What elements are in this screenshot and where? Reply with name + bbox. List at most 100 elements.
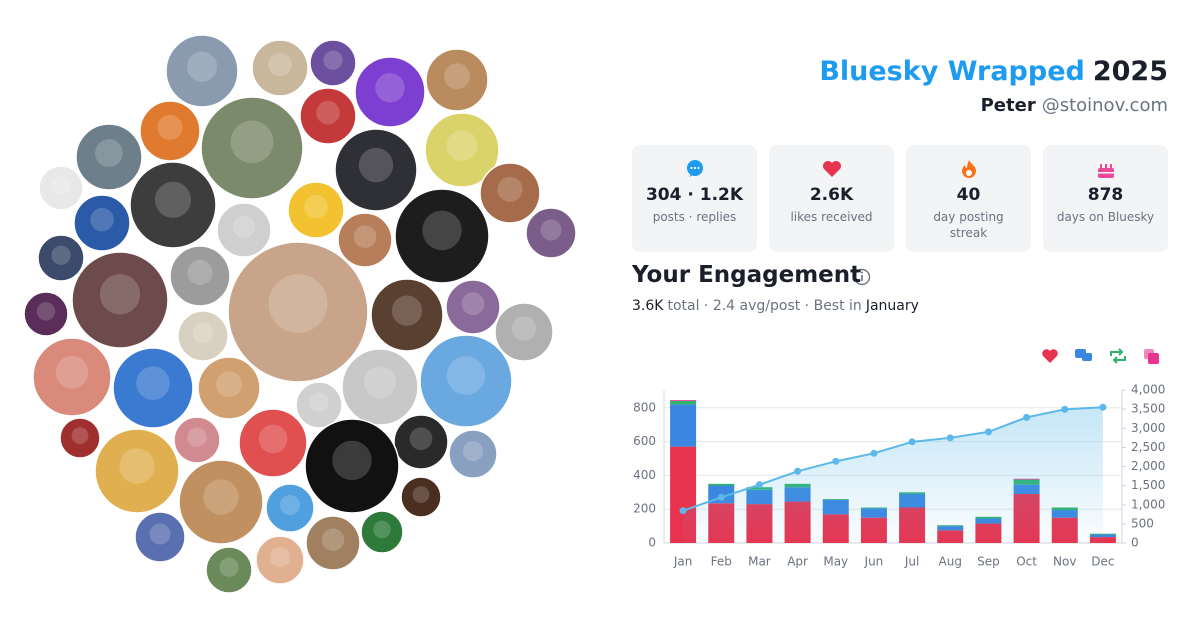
avatar[interactable] <box>37 234 85 282</box>
legend-replies[interactable] <box>1075 349 1092 361</box>
avatar[interactable] <box>205 546 253 594</box>
avatar[interactable] <box>341 348 419 426</box>
avatar[interactable] <box>112 347 194 429</box>
cake-icon <box>1097 164 1114 178</box>
avatar-face <box>36 302 56 321</box>
info-icon[interactable] <box>853 268 871 286</box>
avatar[interactable] <box>393 414 449 470</box>
avatar[interactable] <box>73 194 131 252</box>
avatar-face <box>269 547 291 568</box>
stat-label: likes received <box>790 210 873 224</box>
stat-card: 304 · 1.2K posts · replies <box>632 145 757 252</box>
x-tick-label: Sep <box>977 555 1000 569</box>
avatar[interactable] <box>265 483 315 533</box>
avatar[interactable] <box>178 459 264 545</box>
avatar[interactable] <box>287 181 345 239</box>
y2-tick-label: 2,000 <box>1131 459 1165 473</box>
avatar-face <box>119 448 155 484</box>
bar-segment <box>708 483 735 486</box>
avatar[interactable] <box>173 416 221 464</box>
avatar[interactable] <box>94 428 180 514</box>
avatar[interactable] <box>23 291 69 337</box>
line-point <box>717 493 725 501</box>
avatar[interactable] <box>255 535 305 585</box>
avatar[interactable] <box>59 417 101 459</box>
avatar[interactable] <box>129 161 217 249</box>
avatar[interactable] <box>494 302 554 362</box>
avatar[interactable] <box>134 511 186 563</box>
avatar[interactable] <box>75 123 143 191</box>
streak-icon <box>961 160 976 178</box>
summary-best: January <box>865 298 919 314</box>
y2-tick-label: 3,000 <box>1131 421 1165 435</box>
stat-value: 2.6K <box>809 185 854 205</box>
avatar-face <box>90 207 114 232</box>
avatar[interactable] <box>304 418 400 514</box>
avatar[interactable] <box>334 128 418 212</box>
avatar[interactable] <box>251 39 309 97</box>
avatar-face <box>391 295 423 326</box>
avatar[interactable] <box>299 87 357 145</box>
avatar[interactable] <box>32 337 112 417</box>
y-tick-label: 400 <box>633 468 656 482</box>
legend-reposts[interactable] <box>1110 348 1126 364</box>
avatar[interactable] <box>227 241 369 383</box>
avatar-face <box>422 210 462 251</box>
x-tick-label: Feb <box>711 555 732 569</box>
avatar-face <box>203 479 239 515</box>
info-icon-dot <box>861 271 863 274</box>
avatar[interactable] <box>424 112 500 188</box>
avatar[interactable] <box>238 408 308 478</box>
avatar[interactable] <box>360 510 404 554</box>
avatar[interactable] <box>445 279 501 335</box>
title-year: 2025 <box>1092 56 1168 87</box>
avatar-face <box>304 194 328 219</box>
legend-likes[interactable] <box>1042 349 1058 363</box>
avatar[interactable] <box>305 515 361 571</box>
avatar[interactable] <box>370 278 444 352</box>
avatar[interactable] <box>177 310 229 362</box>
line-point <box>1099 403 1107 411</box>
avatar[interactable] <box>165 34 239 108</box>
avatar-face <box>51 245 71 265</box>
avatar-face <box>192 322 214 344</box>
x-tick-label: May <box>823 555 848 569</box>
avatar[interactable] <box>38 165 84 211</box>
avatar[interactable] <box>197 356 261 420</box>
line-point <box>794 467 802 475</box>
avatar-face <box>409 427 433 451</box>
avatar[interactable] <box>425 48 489 112</box>
y2-tick-label: 500 <box>1131 516 1154 530</box>
avatar[interactable] <box>448 429 498 479</box>
avatar-face <box>187 427 207 447</box>
avatar-face <box>309 392 329 412</box>
bar-segment <box>670 400 697 405</box>
user-handle: @stoinov.com <box>1041 95 1168 116</box>
legend-quotes[interactable] <box>1144 349 1159 364</box>
avatar-face <box>149 523 171 545</box>
avatar[interactable] <box>394 188 490 284</box>
stat-label: days on Bluesky <box>1056 210 1155 224</box>
avatar[interactable] <box>169 245 231 307</box>
avatar-face <box>321 528 345 552</box>
x-tick-label: Jun <box>864 555 884 569</box>
avatar[interactable] <box>337 212 393 268</box>
avatar[interactable] <box>354 56 426 128</box>
avatar[interactable] <box>525 207 577 259</box>
x-tick-label: Jul <box>904 555 919 569</box>
avatar[interactable] <box>71 251 169 349</box>
avatar[interactable] <box>419 334 513 428</box>
avatar[interactable] <box>400 476 442 518</box>
avatar[interactable] <box>139 100 201 162</box>
avatar[interactable] <box>295 381 343 429</box>
avatar[interactable] <box>200 96 304 200</box>
y2-tick-label: 0 <box>1131 536 1139 550</box>
x-tick-label: Aug <box>939 555 962 569</box>
avatar[interactable] <box>479 162 541 224</box>
info-icon-stem <box>861 275 863 281</box>
avatar[interactable] <box>216 202 272 258</box>
avatar[interactable] <box>309 39 357 87</box>
line-point <box>1023 413 1031 421</box>
